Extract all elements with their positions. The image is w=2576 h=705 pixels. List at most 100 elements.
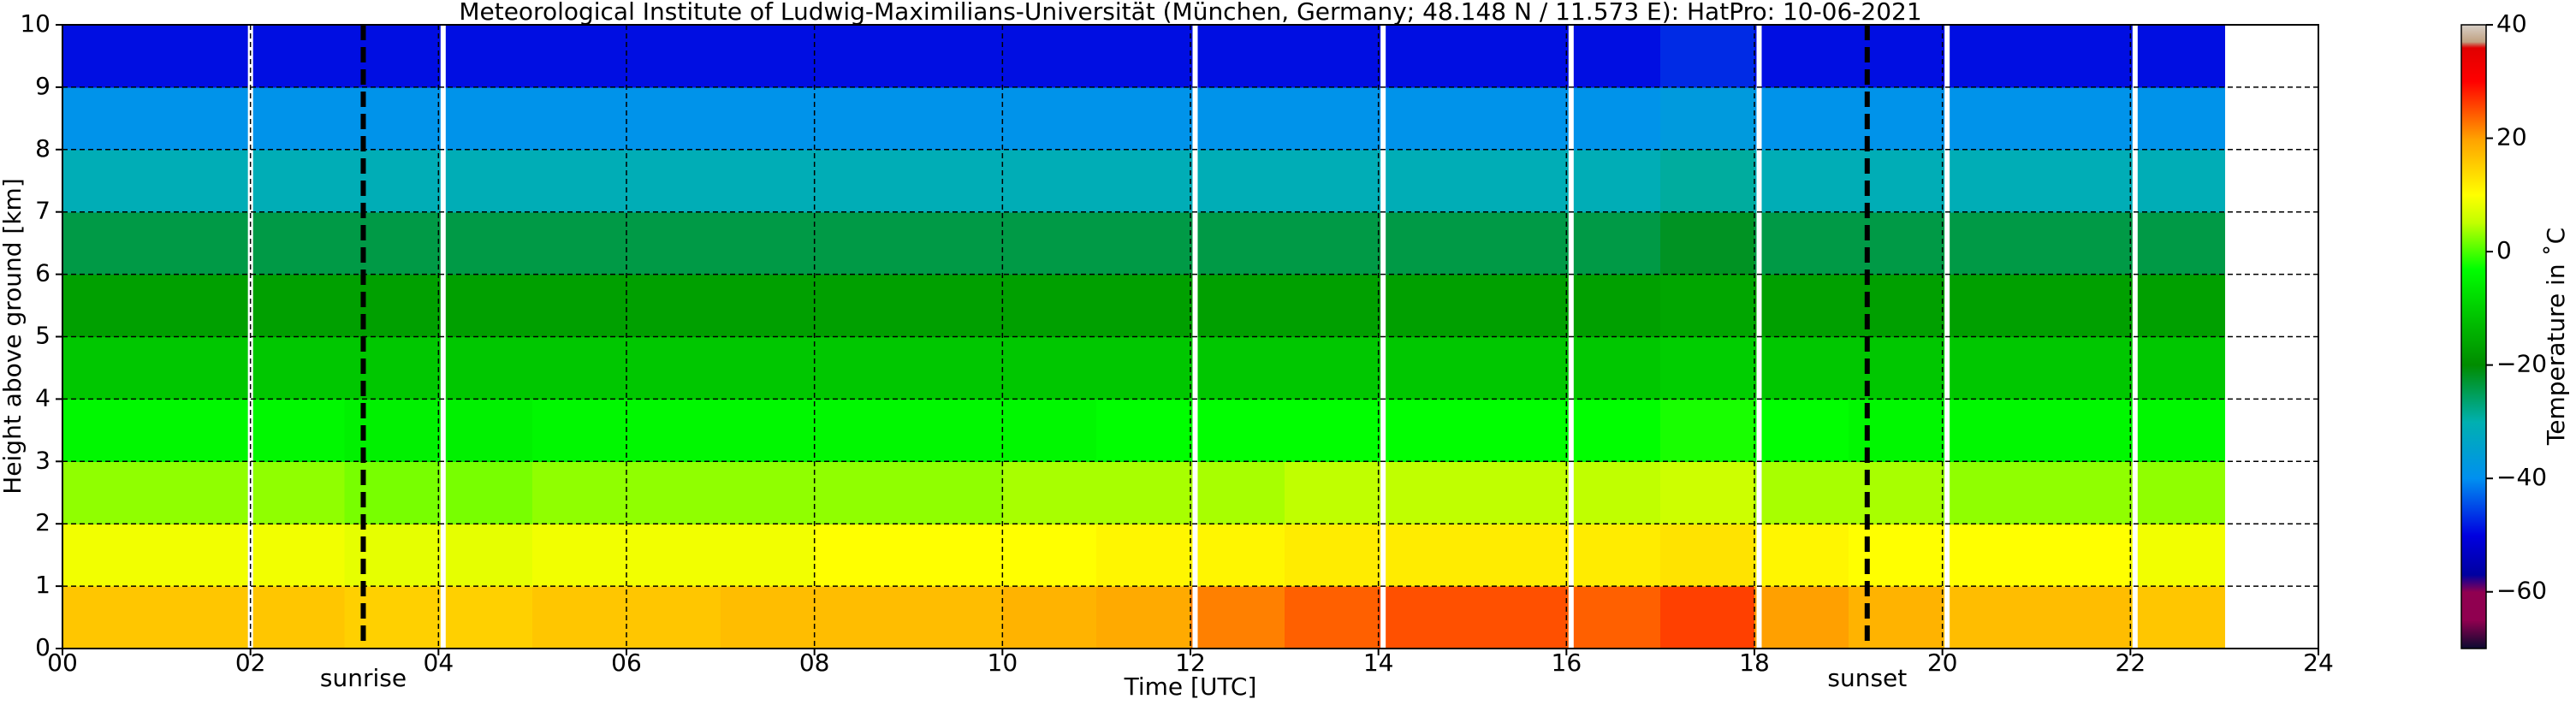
heatmap-cell (1660, 211, 1755, 275)
heatmap-cell (1660, 336, 1755, 400)
heatmap-cell (1096, 461, 1191, 524)
heatmap-cell (2130, 211, 2225, 275)
colorbar-segment (2461, 47, 2486, 82)
heatmap-cell (1660, 274, 1755, 338)
heatmap-cell (1566, 586, 1661, 649)
heatmap-cell (1190, 274, 1285, 338)
heatmap-cell (814, 586, 910, 649)
x-tick-label: 00 (47, 649, 78, 677)
heatmap-cell (1002, 274, 1097, 338)
heatmap-cell (1096, 86, 1191, 151)
colorbar-frame (2460, 24, 2487, 649)
heatmap-cell (814, 149, 910, 213)
heatmap-cell (1942, 274, 2038, 338)
heatmap-cell (438, 461, 533, 524)
heatmap-cell (2130, 274, 2225, 338)
heatmap-cell (1284, 524, 1380, 587)
heatmap-cell (1096, 524, 1191, 587)
x-tick-label: 06 (611, 649, 642, 677)
heatmap-cell (1284, 399, 1380, 462)
heatmap-cell (1472, 149, 1567, 213)
y-tick-label: 1 (35, 571, 50, 599)
colorbar-segment (2461, 319, 2486, 366)
heatmap-cell (1284, 86, 1380, 151)
heatmap-cell (1660, 399, 1755, 462)
heatmap-cell (1848, 86, 1944, 151)
heatmap-cell (1378, 25, 1474, 88)
heatmap-cell (1190, 336, 1285, 400)
colorbar-label: Temperature in ˚C (2542, 228, 2570, 446)
heatmap-cell (1284, 25, 1380, 88)
heatmap-cell (250, 586, 346, 649)
colorbar-segment (2461, 41, 2486, 49)
heatmap-cell (720, 336, 816, 400)
heatmap-cell (1754, 586, 1849, 649)
heatmap-cell (626, 399, 721, 462)
heatmap-cell (626, 336, 721, 400)
chart-title: Meteorological Institute of Ludwig-Maxim… (459, 0, 1921, 26)
y-axis-label: Height above ground [km] (0, 178, 27, 495)
heatmap-cell (1942, 25, 2038, 88)
heatmap-cell (344, 336, 439, 400)
heatmap-cell (1190, 86, 1285, 151)
heatmap-cell (1848, 586, 1944, 649)
heatmap-cell (1190, 586, 1285, 649)
heatmap-cell (250, 336, 346, 400)
heatmap-cell (532, 211, 627, 275)
colorbar-segment (2461, 421, 2486, 479)
heatmap-cell (814, 336, 910, 400)
heatmap (62, 25, 2225, 649)
heatmap-cell (1848, 274, 1944, 338)
heatmap-cell (1378, 274, 1474, 338)
heatmap-cell (344, 25, 439, 88)
heatmap-cell (438, 336, 533, 400)
heatmap-cell (626, 274, 721, 338)
heatmap-cell (2036, 25, 2131, 88)
heatmap-cell (1754, 149, 1849, 213)
heatmap-cell (1754, 25, 1849, 88)
heatmap-cell (1472, 86, 1567, 151)
heatmap-cell (62, 524, 157, 587)
heatmap-cell (438, 399, 533, 462)
heatmap-cell (720, 86, 816, 151)
heatmap-cell (1002, 25, 1097, 88)
heatmap-cell (814, 399, 910, 462)
heatmap-cell (532, 149, 627, 213)
heatmap-cell (2130, 336, 2225, 400)
heatmap-cell (2036, 586, 2131, 649)
heatmap-cell (626, 86, 721, 151)
x-tick-label: 24 (2303, 649, 2334, 677)
heatmap-cell (1754, 399, 1849, 462)
heatmap-cell (1096, 399, 1191, 462)
heatmap-cell (156, 211, 252, 275)
heatmap-cell (908, 274, 1003, 338)
heatmap-cell (344, 274, 439, 338)
heatmap-cell (1754, 274, 1849, 338)
heatmap-cell (1472, 274, 1567, 338)
heatmap-cell (2130, 86, 2225, 151)
heatmap-cell (1566, 399, 1661, 462)
heatmap-cell (1378, 336, 1474, 400)
heatmap-cell (720, 586, 816, 649)
heatmap-cell (62, 25, 157, 88)
heatmap-cell (1378, 86, 1474, 151)
x-tick-label: 12 (1175, 649, 1206, 677)
heatmap-cell (62, 86, 157, 151)
heatmap-cell (814, 86, 910, 151)
colorbar-segment (2461, 591, 2486, 621)
heatmap-cell (1848, 211, 1944, 275)
heatmap-cell (1848, 25, 1944, 88)
heatmap-cell (814, 25, 910, 88)
colorbar-tick-label: −40 (2496, 463, 2547, 491)
heatmap-cell (2130, 461, 2225, 524)
colorbar-segment (2461, 138, 2486, 196)
heatmap-cell (1472, 211, 1567, 275)
heatmap-cell (250, 25, 346, 88)
heatmap-cell (1942, 399, 2038, 462)
heatmap-cell (156, 336, 252, 400)
heatmap-cell (62, 461, 157, 524)
heatmap-cell (2036, 399, 2131, 462)
heatmap-cell (814, 524, 910, 587)
heatmap-cell (1096, 211, 1191, 275)
